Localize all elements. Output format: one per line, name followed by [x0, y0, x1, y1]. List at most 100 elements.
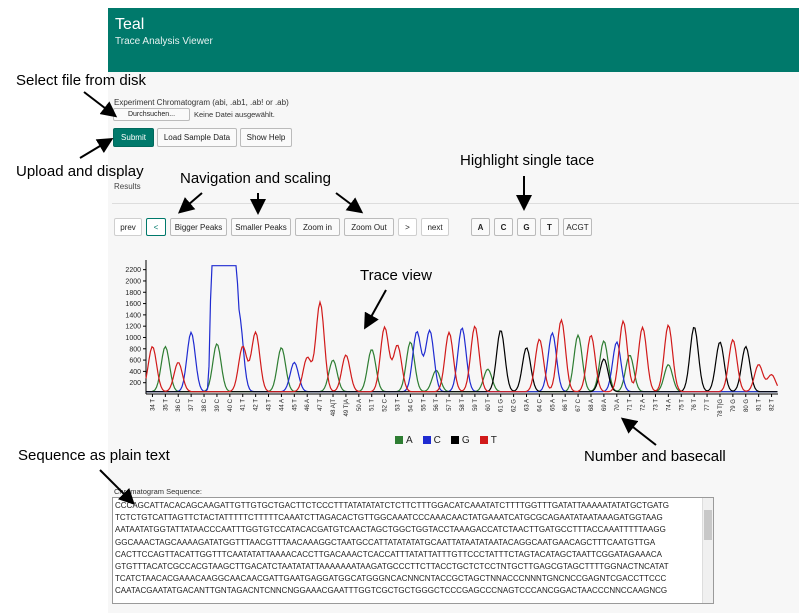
annotation-number-basecall: Number and basecall [584, 448, 726, 465]
x-tick-label: 54 C [408, 398, 414, 411]
x-tick-label: 60 T [486, 399, 492, 411]
annotation-nav-scaling: Navigation and scaling [180, 170, 331, 187]
x-tick-label: 62 G [512, 399, 518, 412]
x-tick-label: 53 T [396, 399, 402, 411]
scroll-left-button[interactable]: < [146, 218, 166, 236]
trace-acgt-button[interactable]: ACGT [563, 218, 592, 236]
x-tick-label: 63 A [524, 399, 530, 411]
x-tick-label: 49 T|A [344, 399, 350, 416]
x-tick-label: 56 T [434, 399, 440, 411]
legend-a: A [395, 435, 413, 446]
next-button[interactable]: next [421, 218, 449, 236]
x-tick-label: 73 T [653, 399, 659, 411]
x-tick-label: 82 T [770, 399, 776, 411]
trace-a-button[interactable]: A [471, 218, 490, 236]
arrow-upload [79, 137, 114, 159]
trace-t [145, 299, 779, 393]
x-tick-label: 61 G [499, 399, 505, 412]
scroll-right-button[interactable]: > [398, 218, 417, 236]
x-tick-label: 80 G [744, 399, 750, 412]
y-tick-label: 1200 [125, 324, 141, 331]
y-tick-label: 800 [129, 346, 141, 353]
x-tick-label: 67 C [576, 398, 582, 411]
sequence-scrollbar[interactable] [702, 498, 713, 603]
annotation-upload-display: Upload and display [16, 163, 144, 180]
bigger-peaks-button[interactable]: Bigger Peaks [170, 218, 227, 236]
app-title: Teal [115, 16, 145, 33]
x-tick-label: 59 T [473, 399, 479, 411]
x-tick-label: 75 T [679, 399, 685, 411]
x-tick-label: 76 T [692, 399, 698, 411]
x-tick-label: 77 T [705, 399, 711, 411]
sequence-line: GGCAAACTAGCAAAAGATATGGTTTAACGTTTAACAAAGG… [115, 537, 656, 547]
x-tick-label: 74 A [666, 399, 672, 411]
submit-button[interactable]: Submit [113, 128, 154, 147]
arrow-select-file [83, 91, 118, 118]
load-sample-button[interactable]: Load Sample Data [157, 128, 237, 147]
show-help-button[interactable]: Show Help [240, 128, 292, 147]
x-tick-label: 69 A [602, 399, 608, 411]
trace-legend: A C G T [395, 435, 497, 446]
x-tick-label: 44 A [279, 399, 285, 411]
x-tick-label: 45 T [292, 399, 298, 411]
x-tick-label: 38 C [202, 398, 208, 411]
sequence-line: CAATACGAATATGACANTTGNTAGACNTCNNCNGGAAACG… [115, 586, 668, 596]
annotation-highlight: Highlight single tace [460, 152, 595, 169]
trace-t-button[interactable]: T [540, 218, 559, 236]
x-tick-label: 46 A [305, 399, 311, 411]
scrollbar-thumb[interactable] [704, 510, 712, 540]
x-tick-label: 66 T [563, 399, 569, 411]
sequence-textarea[interactable]: CCCAGCATTACACAGCAAGATTGTTGTGCTGACTTCTCCC… [112, 497, 714, 604]
x-tick-label: 40 C [228, 398, 234, 411]
results-label: Results [114, 182, 141, 191]
legend-g: G [450, 435, 470, 446]
zoom-in-button[interactable]: Zoom in [295, 218, 340, 236]
upload-label: Experiment Chromatogram (abi, .ab1, .ab!… [114, 98, 289, 107]
file-status: Keine Datei ausgewählt. [194, 110, 275, 119]
sequence-label: Chromatogram Sequence: [114, 487, 202, 496]
y-tick-label: 400 [129, 369, 141, 376]
annotation-sequence-plain: Sequence as plain text [18, 447, 170, 464]
arrow-number [620, 417, 657, 446]
sequence-line: TCATCTAACACGAAACAAGGCAACAACGATTGAATGAGGA… [115, 574, 667, 584]
prev-button[interactable]: prev [114, 218, 142, 236]
results-divider [112, 203, 799, 204]
y-tick-label: 1000 [125, 335, 141, 342]
x-tick-label: 79 G [731, 399, 737, 412]
x-tick-label: 36 C [176, 398, 182, 411]
x-tick-label: 65 A [550, 399, 556, 411]
x-tick-label: 50 A [357, 399, 363, 411]
trace-chart: 200 400 600 800 1000 1200 1400 1600 1800 2000 2200… [125, 260, 779, 417]
x-tick-label: 71 T [628, 399, 634, 411]
x-tick-label: 37 T [189, 399, 195, 411]
sequence-line: CCCAGCATTACACAGCAAGATTGTTGTGCTGACTTCTCCC… [115, 501, 670, 510]
y-tick-label: 600 [129, 358, 141, 365]
arrow-nav-3 [335, 192, 364, 214]
sequence-line: TCTCTGTCATTAGTTCTACTATTTTTCTTTTTCAAATCTT… [115, 513, 663, 523]
x-tick-label: 47 T [318, 399, 324, 411]
legend-t: T [479, 435, 497, 446]
x-tick-label: 72 A [641, 399, 647, 411]
x-tick-label: 64 C [537, 398, 543, 411]
x-tick-label: 42 T [254, 399, 260, 411]
sequence-line: AATAATATGGTATTATAACCCAATTTGGTGTCCATACACG… [115, 525, 666, 535]
y-tick-label: 2000 [125, 278, 141, 285]
x-tick-label: 34 T [150, 399, 156, 411]
smaller-peaks-button[interactable]: Smaller Peaks [231, 218, 291, 236]
x-tick-label: 55 T [421, 399, 427, 411]
x-tick-label: 70 A [615, 399, 621, 411]
y-tick-label: 1600 [125, 301, 141, 308]
x-tick-label: 58 T [460, 399, 466, 411]
sequence-line: GTGTTTACATCGCCACGTAAGCTTGACATCTAATATATTA… [115, 562, 669, 572]
zoom-out-button[interactable]: Zoom Out [344, 218, 394, 236]
trace-c-button[interactable]: C [494, 218, 513, 236]
x-tick-label: 78 T|G [718, 399, 724, 417]
x-tick-label: 48 A|T [331, 399, 337, 417]
x-tick-label: 51 T [370, 399, 376, 411]
x-tick-label: 35 T [163, 399, 169, 411]
trace-g-button[interactable]: G [517, 218, 536, 236]
x-tick-label: 43 T [267, 399, 273, 411]
y-tick-label: 2200 [125, 267, 141, 274]
y-tick-label: 1400 [125, 312, 141, 319]
